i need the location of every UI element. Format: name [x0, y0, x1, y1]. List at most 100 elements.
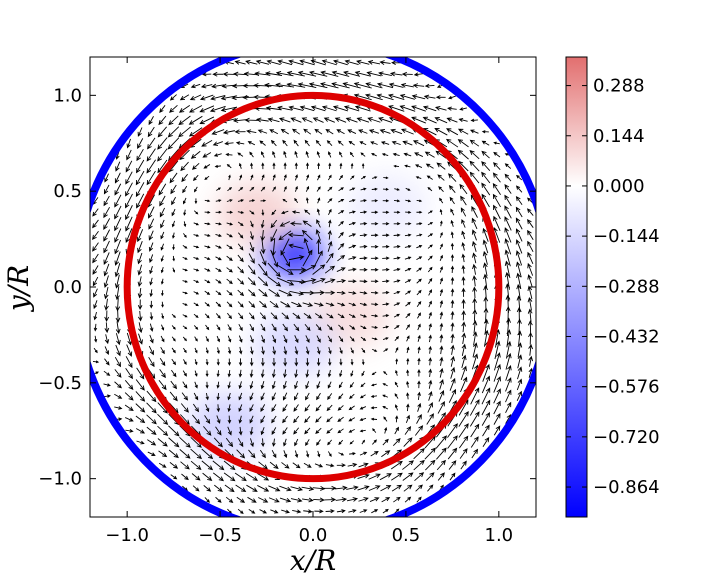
vector-arrow: [259, 509, 268, 514]
vector-arrow: [281, 462, 290, 469]
vector-arrow: [289, 290, 305, 296]
vector-arrow: [137, 127, 143, 137]
vector-arrow: [203, 426, 212, 436]
vector-arrow: [114, 406, 123, 410]
vector-arrow: [339, 151, 343, 158]
vector-arrow: [481, 375, 491, 394]
vector-arrow: [350, 162, 354, 169]
vector-arrow: [335, 485, 348, 491]
vector-arrow: [114, 172, 121, 184]
vector-arrow: [178, 126, 191, 138]
vector-arrow: [458, 423, 469, 438]
vector-arrow: [327, 198, 333, 204]
vector-arrow: [146, 402, 157, 414]
vector-arrow: [237, 438, 244, 448]
vector-arrow: [125, 182, 133, 197]
vector-arrow: [327, 174, 332, 181]
vector-arrow: [481, 182, 491, 196]
vector-arrow: [416, 233, 423, 237]
vector-arrow: [299, 59, 315, 66]
vector-arrow: [260, 358, 265, 367]
vector-arrow: [393, 222, 401, 226]
vector-arrow: [126, 344, 133, 357]
vector-arrow: [293, 323, 300, 332]
vector-arrow: [259, 251, 267, 266]
vector-arrow: [360, 382, 366, 388]
vector-arrow: [148, 230, 154, 241]
vector-arrow: [249, 392, 254, 401]
vector-arrow: [238, 392, 243, 401]
vector-arrow: [370, 279, 379, 284]
vector-arrow: [182, 268, 188, 272]
vector-arrow: [371, 210, 379, 214]
vector-arrow: [236, 496, 246, 503]
vector-arrow: [161, 301, 164, 308]
vector-arrow: [190, 150, 201, 159]
vector-arrow: [160, 255, 164, 262]
vector-arrow: [382, 394, 389, 398]
vector-arrow: [505, 389, 512, 403]
vector-arrow: [504, 216, 512, 231]
vector-arrow: [472, 263, 477, 275]
vector-arrow: [448, 95, 456, 100]
vector-arrow: [413, 447, 425, 460]
vector-arrow: [472, 275, 477, 287]
vector-arrow: [238, 426, 243, 436]
vector-arrow: [281, 312, 290, 320]
vector-arrow: [268, 497, 280, 503]
vector-arrow: [426, 175, 433, 180]
vector-arrow: [461, 242, 466, 251]
vector-arrow: [157, 159, 168, 174]
vector-arrow: [471, 229, 477, 241]
vector-arrow: [148, 345, 154, 356]
vector-arrow: [416, 267, 423, 272]
vector-arrow: [348, 233, 357, 237]
y-ticks: −1.0 −0.5 0.0 0.5 1.0: [38, 85, 536, 490]
vector-arrow: [450, 299, 455, 308]
vector-arrow: [406, 392, 410, 400]
vector-arrow: [215, 496, 222, 503]
vector-arrow: [260, 151, 265, 158]
vector-arrow: [280, 301, 291, 308]
vector-arrow: [250, 220, 254, 228]
vector-arrow: [450, 276, 455, 285]
vector-arrow: [527, 285, 533, 300]
vector-arrow: [411, 116, 426, 124]
vector-arrow: [393, 290, 401, 295]
vector-arrow: [317, 346, 321, 355]
vector-arrow: [367, 59, 381, 65]
vector-arrow: [168, 425, 180, 437]
vector-arrow: [215, 267, 222, 272]
vector-arrow: [403, 437, 413, 447]
vector-arrow: [226, 255, 233, 261]
vector-arrow: [183, 233, 187, 238]
vector-arrow: [472, 252, 477, 264]
vector-arrow: [324, 278, 336, 284]
vector-arrow: [379, 129, 391, 134]
vector-arrow: [169, 104, 178, 113]
vector-arrow: [171, 220, 176, 228]
vector-arrow: [492, 182, 501, 195]
vector-arrow: [515, 239, 523, 254]
vector-arrow: [427, 210, 433, 214]
vector-arrow: [215, 233, 222, 237]
vector-arrow: [338, 210, 345, 215]
vector-arrow: [200, 83, 213, 89]
vector-arrow: [226, 233, 233, 238]
vector-arrow: [223, 472, 236, 482]
vector-arrow: [137, 241, 143, 254]
vector-arrow: [190, 83, 201, 89]
vector-arrow: [416, 414, 422, 424]
vector-arrow: [93, 323, 98, 332]
vector-arrow: [160, 231, 165, 240]
vector-arrow: [160, 267, 164, 274]
vector-arrow: [417, 312, 421, 319]
vector-arrow: [193, 325, 199, 330]
vector-arrow: [290, 117, 302, 123]
vector-arrow: [237, 199, 245, 202]
vector-arrow: [348, 210, 356, 214]
vector-arrow: [448, 185, 456, 193]
vector-arrow: [354, 105, 371, 112]
vector-arrow: [249, 381, 254, 390]
vector-arrow: [345, 117, 358, 123]
